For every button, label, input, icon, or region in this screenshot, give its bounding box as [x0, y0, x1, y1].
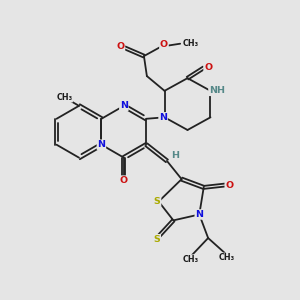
Text: CH₃: CH₃	[219, 253, 235, 262]
Text: S: S	[154, 197, 160, 206]
Text: CH₃: CH₃	[182, 39, 199, 48]
Text: NH: NH	[209, 86, 225, 95]
Text: N: N	[195, 210, 203, 219]
Text: N: N	[98, 140, 105, 149]
Text: N: N	[159, 113, 167, 122]
Text: O: O	[120, 176, 128, 185]
Text: O: O	[160, 40, 168, 49]
Text: S: S	[154, 235, 160, 244]
Text: CH₃: CH₃	[56, 93, 72, 102]
Text: CH₃: CH₃	[182, 255, 199, 264]
Text: N: N	[120, 101, 128, 110]
Text: O: O	[116, 42, 124, 51]
Text: O: O	[204, 63, 212, 72]
Text: H: H	[171, 151, 179, 160]
Text: O: O	[225, 181, 233, 190]
